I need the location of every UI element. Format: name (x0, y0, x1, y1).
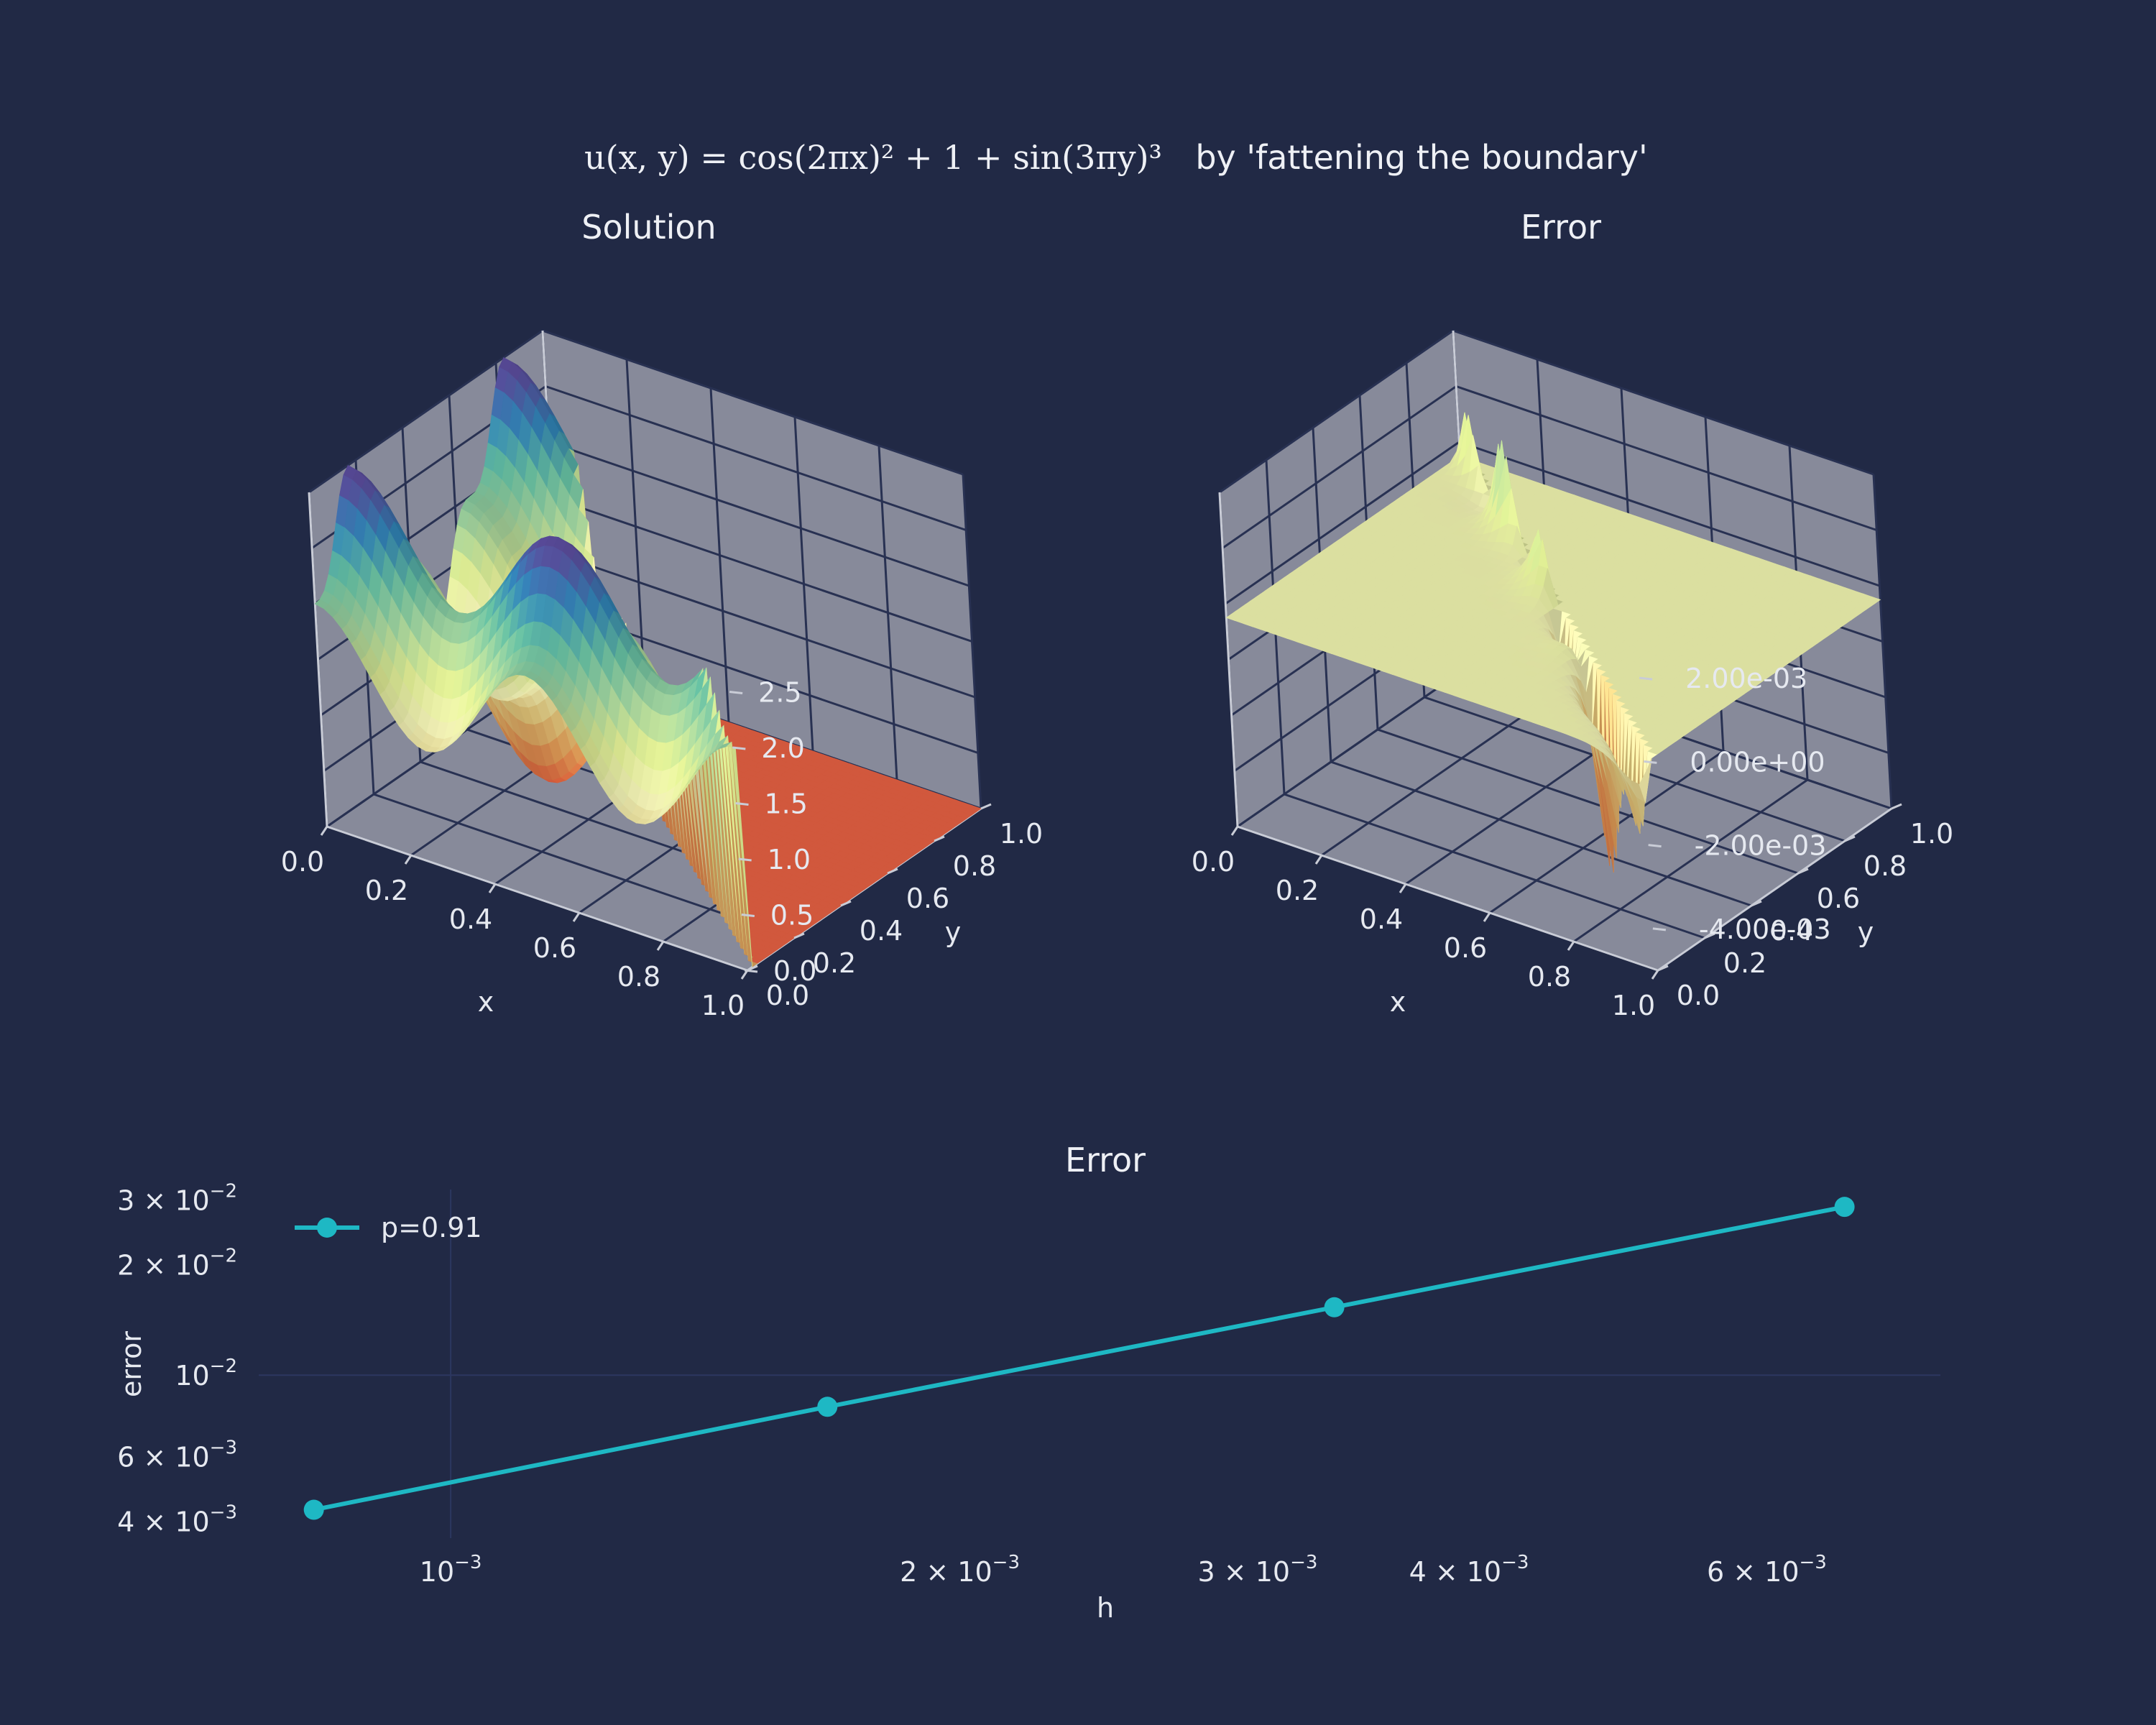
y-tick-label: 2 × 10−2 (117, 1245, 237, 1281)
floor-pane (1238, 665, 1892, 970)
convergence-xlabel: h (1097, 1592, 1114, 1624)
z-tick-label: 2.0 (761, 732, 804, 764)
z-tick-label: 1.0 (768, 844, 811, 875)
legend-label: p=0.91 (381, 1212, 482, 1243)
surface-mesh (1225, 412, 1881, 873)
z-tick-label: 0.0 (773, 955, 816, 987)
convergence-plot: 10−3 2 × 10−3 3 × 10−3 4 × 10−3 6 × 10−3 3 × … (117, 1180, 1940, 1588)
x-tick-label: 0.0 (1192, 846, 1235, 878)
y-tick-label: 1.0 (1000, 818, 1043, 850)
axis-ticks: 0.00.20.40.60.81.0 0.00.20.40.60.81.00.00… (281, 677, 1043, 1022)
x-tick-label: 0.4 (449, 903, 492, 935)
y-axis-label: y (945, 916, 962, 948)
x-axis-label: x (1390, 986, 1406, 1018)
error-surface-plot: 0.00.20.40.60.81.0 0.00.20.40.60.81.02.00… (1192, 329, 1953, 1021)
axis-ticks: 0.00.20.40.60.81.0 0.00.20.40.60.81.02.00… (1192, 663, 1953, 1021)
y-tick-label: 0.4 (860, 915, 903, 947)
y-tick-label: 10−2 (175, 1356, 237, 1392)
series-line (313, 1205, 1846, 1512)
y-tick-label: 0.8 (953, 850, 996, 882)
x-tick-label: 4 × 10−3 (1409, 1552, 1529, 1588)
x-tick-label: 1.0 (1612, 990, 1655, 1021)
x-tick-label: 3 × 10−3 (1198, 1552, 1318, 1588)
figure-formula: u(x, y) = cos(2πx)² + 1 + sin(3πy)³ (584, 138, 1162, 177)
z-tick-label: 1.5 (765, 788, 808, 820)
convergence-title: Error (1065, 1141, 1146, 1179)
y-tick-label: 0.0 (1677, 980, 1720, 1011)
figure-title-suffix: by 'fattening the boundary' (1195, 138, 1647, 177)
x-tick-label: 1.0 (701, 990, 745, 1021)
convergence-ylabel: error (116, 1331, 147, 1397)
data-point (1834, 1197, 1855, 1218)
legend-marker (317, 1218, 337, 1238)
error-surface-title: Error (1521, 208, 1601, 247)
x-tick-label: 6 × 10−3 (1707, 1552, 1827, 1588)
y-tick-label: 0.4 (1770, 915, 1813, 947)
x-tick-label: 0.8 (617, 961, 660, 993)
data-point (817, 1397, 838, 1417)
y-tick-label: 4 × 10−3 (117, 1502, 237, 1538)
x-tick-label: 2 × 10−3 (900, 1552, 1020, 1588)
y-tick-label: 0.8 (1864, 850, 1907, 882)
y-tick-label: 0.2 (1723, 947, 1766, 979)
y-axis-label: y (1858, 916, 1874, 948)
x-tick-label: 0.0 (281, 846, 324, 878)
x-tick-label: 0.6 (533, 932, 576, 964)
y-tick-label: 0.6 (1817, 883, 1860, 914)
x-tick-label: 0.2 (1276, 875, 1319, 906)
z-tick-label: 2.5 (758, 677, 801, 709)
z-tick-label: -2.00e-03 (1695, 830, 1827, 862)
z-tick-label: -4.00e-03 (1699, 914, 1831, 945)
z-tick-label: 0.00e+00 (1690, 746, 1825, 778)
surface-mesh (314, 356, 982, 968)
x-tick-label: 0.8 (1528, 961, 1571, 993)
data-point (303, 1499, 324, 1520)
y-tick-label: 3 × 10−2 (117, 1180, 237, 1216)
z-tick-label: 0.5 (770, 900, 814, 932)
x-tick-label: 0.6 (1444, 932, 1487, 964)
x-tick-label: 10−3 (420, 1552, 482, 1588)
z-tick-label: 2.00e-03 (1685, 663, 1807, 694)
x-axis-label: x (478, 986, 494, 1018)
data-point (1324, 1297, 1345, 1317)
x-tick-label: 0.4 (1360, 903, 1403, 935)
y-tick-label: 0.2 (813, 947, 856, 979)
y-tick-label: 0.0 (766, 980, 809, 1011)
y-tick-label: 1.0 (1910, 818, 1953, 850)
solution-panel-title: Solution (581, 208, 716, 247)
y-tick-label: 0.6 (906, 883, 949, 914)
x-tick-label: 0.2 (365, 875, 408, 906)
solution-surface-plot: 0.00.20.40.60.81.0 0.00.20.40.60.81.00.00… (281, 329, 1043, 1022)
y-tick-label: 6 × 10−3 (117, 1438, 237, 1473)
